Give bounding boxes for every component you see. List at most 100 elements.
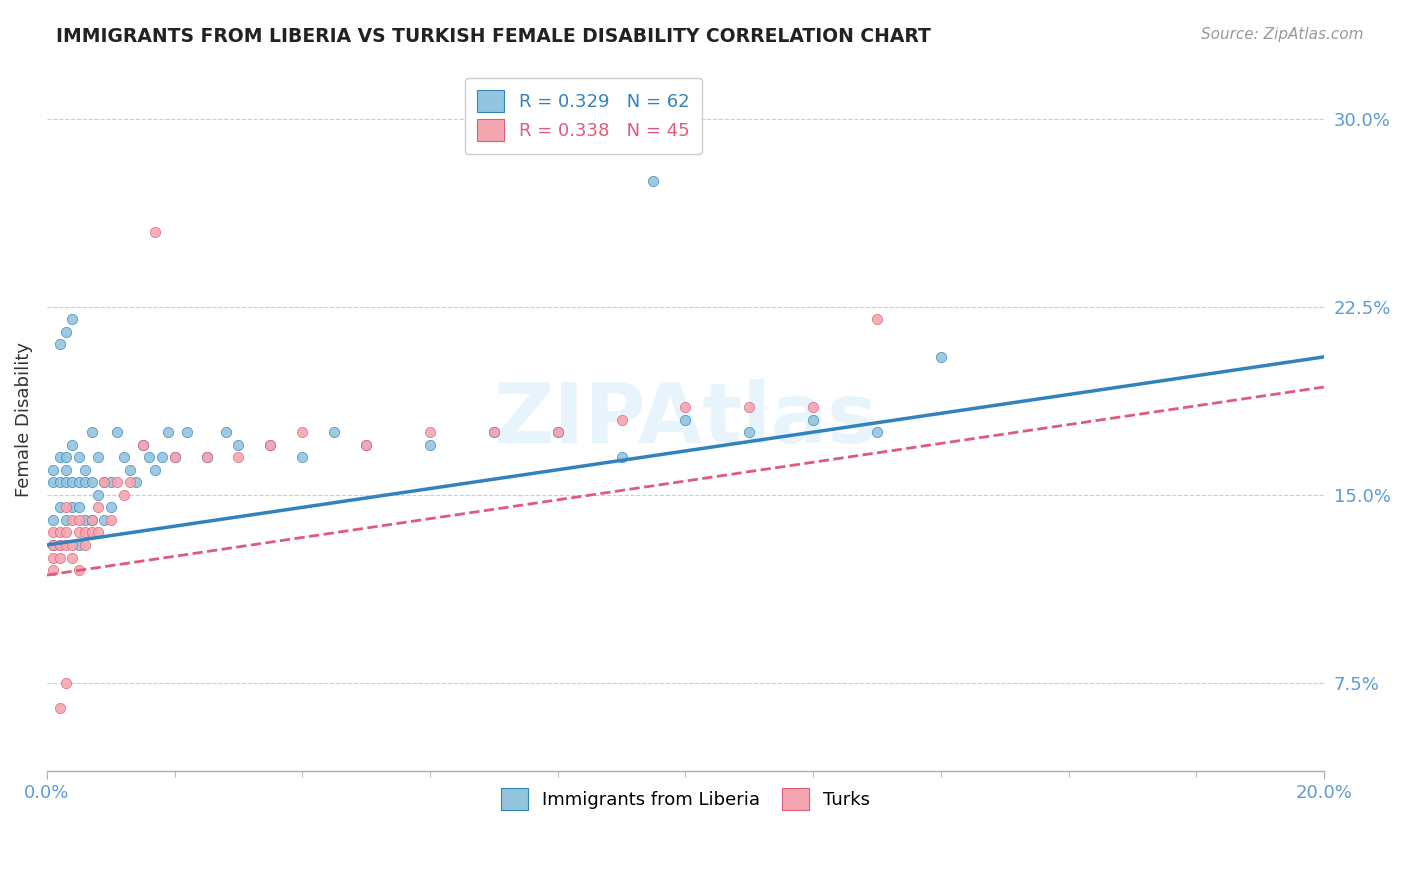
Point [42, 463, 65, 477]
Point [62, 550, 84, 565]
Point [62, 500, 84, 515]
Point [738, 425, 761, 439]
Point [866, 425, 889, 439]
Point [75, 463, 97, 477]
Point [48, 538, 70, 552]
Point [215, 425, 238, 439]
Point [80, 513, 103, 527]
Point [87, 488, 110, 502]
Point [48, 475, 70, 490]
Point [419, 438, 441, 452]
Point [75, 513, 97, 527]
Point [195, 450, 218, 465]
Point [291, 450, 314, 465]
Point [55, 325, 77, 339]
Point [75, 525, 97, 540]
Point [55, 538, 77, 552]
Point [87, 450, 110, 465]
Point [482, 425, 505, 439]
Point [228, 438, 250, 452]
Point [112, 488, 135, 502]
Point [482, 425, 505, 439]
Point [176, 425, 198, 439]
Point [610, 450, 633, 465]
Point [673, 412, 696, 426]
Point [323, 425, 346, 439]
Point [48, 701, 70, 715]
Point [228, 450, 250, 465]
Point [67, 450, 90, 465]
Point [131, 438, 153, 452]
Point [354, 438, 377, 452]
Point [93, 475, 115, 490]
Point [42, 475, 65, 490]
Point [67, 475, 90, 490]
Point [55, 463, 77, 477]
Point [929, 350, 952, 364]
Point [419, 425, 441, 439]
Point [150, 450, 173, 465]
Point [259, 438, 281, 452]
Point [42, 538, 65, 552]
Point [100, 500, 122, 515]
Point [75, 475, 97, 490]
Point [62, 438, 84, 452]
Point [48, 337, 70, 351]
Point [55, 475, 77, 490]
Point [866, 312, 889, 326]
Point [610, 412, 633, 426]
Text: Source: ZipAtlas.com: Source: ZipAtlas.com [1201, 27, 1364, 42]
Point [145, 225, 167, 239]
Point [145, 463, 167, 477]
Point [100, 475, 122, 490]
Legend: Immigrants from Liberia, Turks: Immigrants from Liberia, Turks [486, 774, 884, 825]
Point [48, 525, 70, 540]
Point [163, 450, 186, 465]
Point [131, 438, 153, 452]
Point [195, 450, 218, 465]
Point [291, 425, 314, 439]
Point [93, 513, 115, 527]
Point [112, 450, 135, 465]
Point [48, 550, 70, 565]
Point [62, 513, 84, 527]
Y-axis label: Female Disability: Female Disability [15, 343, 32, 497]
Point [801, 412, 824, 426]
Point [100, 513, 122, 527]
Point [354, 438, 377, 452]
Point [547, 425, 569, 439]
Point [62, 475, 84, 490]
Point [67, 513, 90, 527]
Point [42, 525, 65, 540]
Point [87, 500, 110, 515]
Point [125, 475, 148, 490]
Point [67, 500, 90, 515]
Point [55, 450, 77, 465]
Point [163, 450, 186, 465]
Point [42, 550, 65, 565]
Point [547, 425, 569, 439]
Point [67, 525, 90, 540]
Point [48, 500, 70, 515]
Point [62, 538, 84, 552]
Point [67, 563, 90, 577]
Point [105, 475, 128, 490]
Point [118, 475, 141, 490]
Point [75, 538, 97, 552]
Point [42, 538, 65, 552]
Point [259, 438, 281, 452]
Point [157, 425, 180, 439]
Point [55, 513, 77, 527]
Point [55, 500, 77, 515]
Point [62, 312, 84, 326]
Point [55, 525, 77, 540]
Text: IMMIGRANTS FROM LIBERIA VS TURKISH FEMALE DISABILITY CORRELATION CHART: IMMIGRANTS FROM LIBERIA VS TURKISH FEMAL… [56, 27, 931, 45]
Point [80, 425, 103, 439]
Point [118, 463, 141, 477]
Point [80, 475, 103, 490]
Point [673, 400, 696, 414]
Point [105, 425, 128, 439]
Point [42, 513, 65, 527]
Point [738, 400, 761, 414]
Text: ZIPAtlas: ZIPAtlas [494, 379, 877, 460]
